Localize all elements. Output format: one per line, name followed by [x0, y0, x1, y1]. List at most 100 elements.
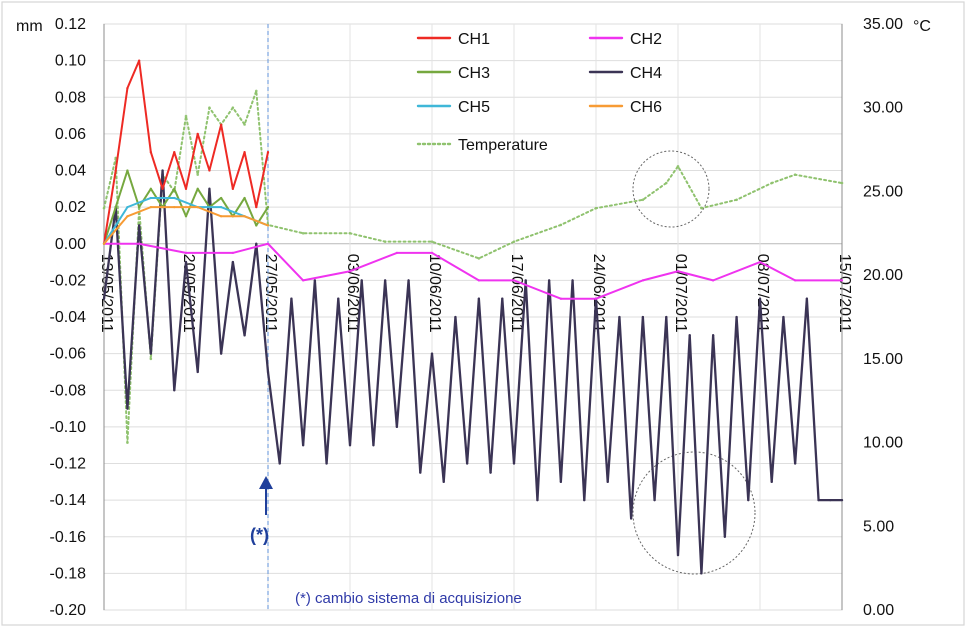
ch2-data-point	[793, 279, 797, 282]
ch4-data-point	[782, 315, 785, 319]
ch4-data-point	[255, 242, 258, 245]
temperature-peak-highlight-circle	[632, 150, 710, 228]
ch3-data-point	[173, 187, 176, 190]
ch3-data-point	[149, 187, 153, 190]
ch4-data-point	[407, 279, 410, 282]
ch4-data-point	[395, 425, 399, 429]
ch3-data-point	[266, 205, 270, 209]
ch4-data-point	[161, 169, 164, 172]
temperature-data-point	[594, 206, 598, 210]
ch2-data-point	[184, 251, 188, 255]
left-y-tick-label: -0.02	[50, 272, 87, 289]
x-date-tick-group: 13/05/2011	[98, 254, 115, 333]
ch4-data-point	[618, 315, 621, 319]
ch4-data-point	[231, 260, 235, 264]
ch3-data-point	[114, 205, 117, 209]
annotation-layer: (*) (*) cambio sistema di acquisizione	[250, 24, 756, 610]
left-y-tick-label: -0.06	[50, 346, 87, 363]
ch2-data-point	[348, 270, 352, 273]
left-y-tick-label: -0.10	[50, 419, 87, 436]
ch4-data-point	[477, 297, 481, 300]
temperature-data-point	[641, 198, 645, 202]
ch4-data-point	[817, 498, 820, 502]
ch2-data-point	[137, 242, 141, 245]
temperature-data-point	[348, 231, 352, 235]
ch2-data-point	[758, 260, 762, 264]
ch4-data-point	[583, 498, 586, 502]
ch1-data-point	[219, 123, 223, 126]
ch6-data-point	[149, 205, 153, 209]
ch4-data-point	[442, 480, 445, 483]
ch4-data-point	[676, 553, 680, 557]
ch4-data-point	[173, 389, 176, 392]
ch1-data-point	[243, 151, 246, 154]
ch4-data-point	[547, 279, 551, 282]
ch1-data-point	[196, 132, 199, 136]
ch2-data-point	[594, 297, 598, 300]
ch5-data-point	[219, 205, 223, 209]
right-y-tick-label: 10.00	[863, 435, 903, 452]
ch4-data-point	[524, 279, 527, 282]
temperature-data-point	[430, 240, 434, 243]
x-date-tick-group: 27/05/2011	[262, 254, 279, 333]
ch4-data-point	[454, 315, 457, 319]
ch4-data-point	[301, 444, 305, 447]
ch2-data-point	[641, 279, 645, 282]
left-y-tick-label: 0.12	[55, 16, 86, 33]
ch1-data-point	[149, 151, 153, 154]
ch4-data-point	[829, 498, 832, 502]
ch4-data-point	[665, 315, 668, 319]
left-y-tick-label: 0.08	[55, 89, 86, 106]
ch4-data-point	[149, 352, 153, 355]
ch4-data-point	[711, 334, 715, 337]
ch4-data-point	[512, 462, 516, 465]
ch4-data-point	[559, 480, 563, 483]
ch2-data-point	[301, 279, 305, 282]
ch1-data-point	[114, 169, 117, 172]
temperature-data-point	[383, 240, 387, 243]
ch4-data-point	[489, 471, 492, 474]
ch6-data-point	[243, 215, 246, 218]
ch3-data-point	[219, 196, 223, 200]
ch3-data-point	[184, 215, 188, 218]
right-y-tick-label: 20.00	[863, 267, 903, 284]
x-date-tick-label: 03/06/2011	[344, 254, 361, 333]
left-y-tick-label: -0.20	[50, 602, 87, 619]
ch4-series-line	[102, 169, 844, 575]
x-date-tick-group: 01/07/2011	[672, 254, 689, 333]
ch2-legend-label: CH2	[630, 31, 662, 48]
ch1-data-point	[126, 86, 129, 90]
ch4-legend-label: CH4	[630, 65, 662, 82]
ch4-data-point	[571, 279, 574, 282]
ch1-data-point	[208, 169, 211, 172]
ch4-data-point	[770, 480, 773, 483]
ch1-data-point	[266, 151, 270, 154]
ch4-data-point	[747, 498, 750, 502]
left-y-tick-label: -0.08	[50, 382, 87, 399]
temperature-data-point	[126, 441, 129, 444]
ch5-data-point	[126, 205, 129, 209]
temperature-data-point	[559, 223, 563, 227]
ch2-data-point	[840, 279, 844, 282]
left-y-tick-label: -0.18	[50, 565, 87, 582]
ch6-series-line	[103, 206, 269, 245]
temperature-legend-label: Temperature	[458, 137, 548, 154]
x-date-tick-group: 15/07/2011	[836, 254, 853, 333]
temperature-data-point	[735, 198, 738, 202]
ch4-data-point	[337, 297, 340, 300]
ch1-data-point	[137, 59, 141, 62]
ch4-data-point	[219, 352, 223, 355]
ch3-legend-label: CH3	[458, 65, 490, 82]
ch6-data-point	[126, 215, 129, 218]
ch6-data-point	[219, 215, 223, 218]
temperature-data-point	[231, 106, 235, 110]
ch4-data-point	[184, 260, 188, 264]
x-date-tick-label: 01/07/2011	[672, 254, 689, 333]
ch5-legend-label: CH5	[458, 99, 490, 116]
ch1-data-point	[231, 187, 235, 190]
ch2-data-point	[711, 279, 715, 282]
ch4-data-point	[688, 334, 691, 337]
temperature-data-point	[208, 106, 211, 110]
right-y-tick-label: 30.00	[863, 100, 903, 117]
ch1-data-point	[255, 205, 258, 209]
